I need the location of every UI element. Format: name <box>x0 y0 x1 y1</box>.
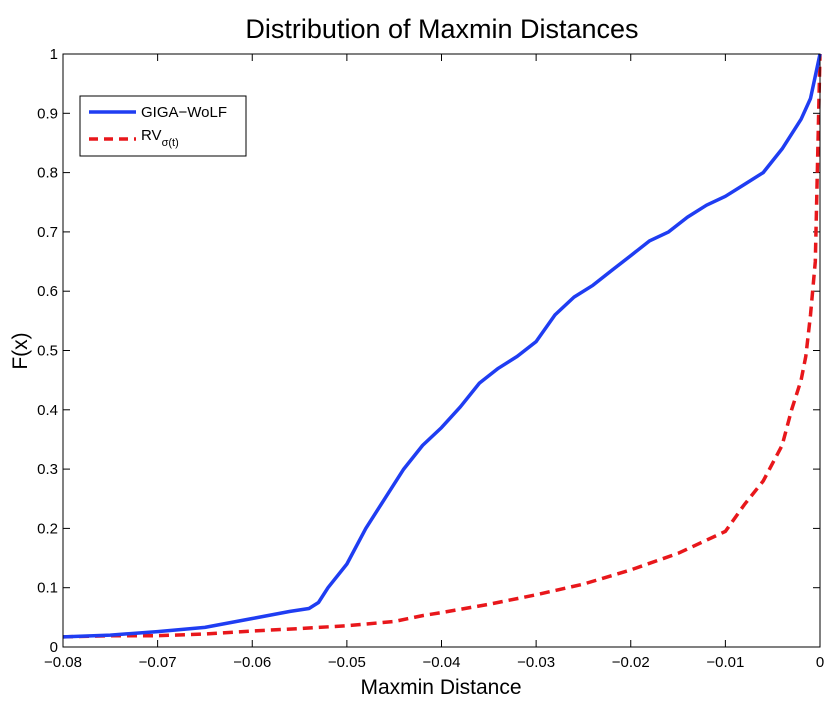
plot-area-frame <box>62 53 821 648</box>
y-tick-label: 0.9 <box>37 105 58 122</box>
x-axis-label: Maxmin Distance <box>360 676 521 699</box>
y-tick-label: 0.3 <box>37 461 58 478</box>
x-tick-label: −0.02 <box>612 654 650 671</box>
y-tick-label: 1 <box>50 46 58 63</box>
x-tick-label: −0.08 <box>44 654 82 671</box>
y-tick-label: 0.1 <box>37 580 58 597</box>
legend-label-rv: RVσ(t) <box>141 127 179 149</box>
y-tick-label: 0 <box>50 639 58 656</box>
tick-labels: −0.08 −0.07 −0.06 −0.05 −0.04 −0.03 −0.02 −0.01… <box>37 46 824 671</box>
y-tick-label: 0.6 <box>37 283 58 300</box>
legend-label-rv-main: RV <box>141 127 162 144</box>
chart-title: Distribution of Maxmin Distances <box>245 14 638 44</box>
x-tick-label: −0.06 <box>233 654 271 671</box>
y-axis-label: F(x) <box>9 332 32 369</box>
legend: GIGA−WoLF RVσ(t) <box>79 95 247 157</box>
legend-label-giga-wolf: GIGA−WoLF <box>141 104 227 121</box>
x-tick-label: −0.05 <box>328 654 366 671</box>
x-tick-label: −0.03 <box>517 654 555 671</box>
legend-box <box>79 95 247 157</box>
legend-label-rv-subscript: σ(t) <box>162 137 179 149</box>
series-line-giga-wolf <box>62 53 822 639</box>
y-tick-label: 0.7 <box>37 224 58 241</box>
x-tick-label: −0.07 <box>139 654 177 671</box>
y-tick-label: 0.5 <box>37 343 58 360</box>
x-tick-label: −0.01 <box>706 654 744 671</box>
x-tick-label: −0.04 <box>423 654 461 671</box>
y-tick-label: 0.4 <box>37 402 58 419</box>
series-layer <box>62 53 822 639</box>
y-tick-label: 0.8 <box>37 165 58 182</box>
y-tick-label: 0.2 <box>37 520 58 537</box>
x-tick-label: 0 <box>816 654 824 671</box>
